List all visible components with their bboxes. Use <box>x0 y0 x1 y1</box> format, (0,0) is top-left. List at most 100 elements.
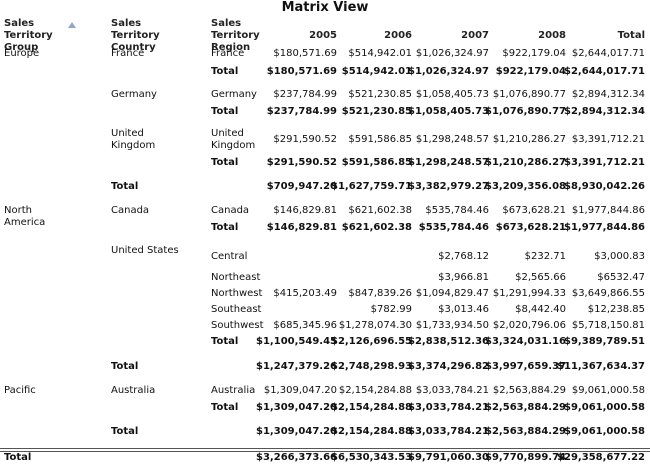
row-label: Total <box>111 426 139 437</box>
value-cell: $2,154,284.88 <box>331 426 412 437</box>
value-cell: $2,894,312.34 <box>564 106 645 117</box>
value-cell: $291,590.52 <box>266 157 337 168</box>
report-title: Matrix View <box>281 0 369 15</box>
value-cell: $2,644,017.71 <box>571 48 645 59</box>
row-label: Northwest <box>211 288 263 299</box>
value-cell: $1,076,890.77 <box>485 106 566 117</box>
column-header: 2006 <box>384 30 412 41</box>
value-cell: $291,590.52 <box>273 134 337 145</box>
value-cell: $1,278,074.30 <box>338 320 412 331</box>
value-cell: $1,298,248.57 <box>408 157 489 168</box>
row-label: United Kingdom <box>111 128 156 151</box>
value-cell: $3,382,979.27 <box>408 181 489 192</box>
value-cell: $1,291,994.33 <box>492 288 566 299</box>
value-cell: $9,791,060.30 <box>408 452 489 463</box>
column-header[interactable]: Sales Territory Group <box>4 18 53 53</box>
value-cell: $673,628.21 <box>495 222 566 233</box>
value-cell: $232.71 <box>524 251 566 262</box>
value-cell: $521,230.85 <box>341 106 412 117</box>
value-cell: $2,563,884.29 <box>485 426 566 437</box>
value-cell: $146,829.81 <box>273 205 337 216</box>
row-label: Germany <box>111 89 157 100</box>
value-cell: $2,894,312.34 <box>571 89 645 100</box>
value-cell: $1,210,286.27 <box>485 157 566 168</box>
value-cell: $2,126,696.55 <box>331 336 412 347</box>
value-cell: $29,358,677.22 <box>557 452 645 463</box>
value-cell: $3,374,296.82 <box>408 361 489 372</box>
column-header: 2007 <box>461 30 489 41</box>
value-cell: $9,061,000.58 <box>564 426 645 437</box>
value-cell: $1,309,047.20 <box>263 385 337 396</box>
value-cell: $1,076,890.77 <box>492 89 566 100</box>
row-label: Total <box>4 452 32 463</box>
column-header: 2005 <box>309 30 337 41</box>
value-cell: $3,997,659.37 <box>485 361 566 372</box>
value-cell: $11,367,634.37 <box>557 361 645 372</box>
value-cell: $3,013.46 <box>438 304 489 315</box>
value-cell: $847,839.26 <box>348 288 412 299</box>
row-label: Europe <box>4 48 40 59</box>
value-cell: $2,020,796.06 <box>492 320 566 331</box>
value-cell: $3,649,866.55 <box>571 288 645 299</box>
total-rule <box>0 448 650 449</box>
value-cell: $1,733,934.50 <box>415 320 489 331</box>
value-cell: $3,324,031.16 <box>485 336 566 347</box>
value-cell: $782.99 <box>370 304 412 315</box>
row-label: Total <box>111 361 139 372</box>
value-cell: $180,571.69 <box>273 48 337 59</box>
value-cell: $685,345.96 <box>273 320 337 331</box>
value-cell: $146,829.81 <box>266 222 337 233</box>
value-cell: $6,530,343.53 <box>331 452 412 463</box>
value-cell: $3,000.83 <box>594 251 645 262</box>
value-cell: $535,784.46 <box>418 222 489 233</box>
row-label: Total <box>211 222 239 233</box>
value-cell: $1,026,324.97 <box>408 66 489 77</box>
row-label: Central <box>211 251 248 262</box>
row-label: Germany <box>211 89 257 100</box>
value-cell: $9,061,000.58 <box>564 402 645 413</box>
value-cell: $180,571.69 <box>266 66 337 77</box>
value-cell: $521,230.85 <box>348 89 412 100</box>
value-cell: $2,748,298.93 <box>331 361 412 372</box>
row-label: Australia <box>111 385 156 396</box>
value-cell: $1,058,405.73 <box>415 89 489 100</box>
value-cell: $621,602.38 <box>348 205 412 216</box>
value-cell: $1,977,844.86 <box>571 205 645 216</box>
value-cell: $9,061,000.58 <box>571 385 645 396</box>
value-cell: $2,565.66 <box>515 272 566 283</box>
value-cell: $12,238.85 <box>587 304 645 315</box>
row-label: Pacific <box>4 385 36 396</box>
value-cell: $1,977,844.86 <box>564 222 645 233</box>
value-cell: $3,391,712.21 <box>564 157 645 168</box>
value-cell: $237,784.99 <box>273 89 337 100</box>
value-cell: $9,389,789.51 <box>564 336 645 347</box>
value-cell: $535,784.46 <box>425 205 489 216</box>
value-cell: $673,628.21 <box>502 205 566 216</box>
value-cell: $5,718,150.81 <box>571 320 645 331</box>
value-cell: $1,100,549.45 <box>256 336 337 347</box>
value-cell: $709,947.20 <box>266 181 337 192</box>
value-cell: $922,179.04 <box>502 48 566 59</box>
value-cell: $621,602.38 <box>341 222 412 233</box>
row-label: Canada <box>211 205 250 216</box>
row-label: Southeast <box>211 304 262 315</box>
value-cell: $591,586.85 <box>341 157 412 168</box>
value-cell: $1,627,759.71 <box>331 181 412 192</box>
column-header: Sales Territory Country <box>111 18 160 53</box>
value-cell: $1,309,047.20 <box>256 402 337 413</box>
value-cell: $3,966.81 <box>438 272 489 283</box>
value-cell: $514,942.01 <box>341 66 412 77</box>
row-label: Total <box>211 157 239 168</box>
value-cell: $1,210,286.27 <box>492 134 566 145</box>
value-cell: $922,179.04 <box>495 66 566 77</box>
value-cell: $514,942.01 <box>348 48 412 59</box>
value-cell: $2,154,284.88 <box>338 385 412 396</box>
value-cell: $3,033,784.21 <box>408 426 489 437</box>
value-cell: $415,203.49 <box>273 288 337 299</box>
sort-icon[interactable] <box>68 22 76 28</box>
row-label: Canada <box>111 205 150 216</box>
value-cell: $8,930,042.26 <box>564 181 645 192</box>
column-header: Total <box>617 30 645 41</box>
row-label: Total <box>211 402 239 413</box>
